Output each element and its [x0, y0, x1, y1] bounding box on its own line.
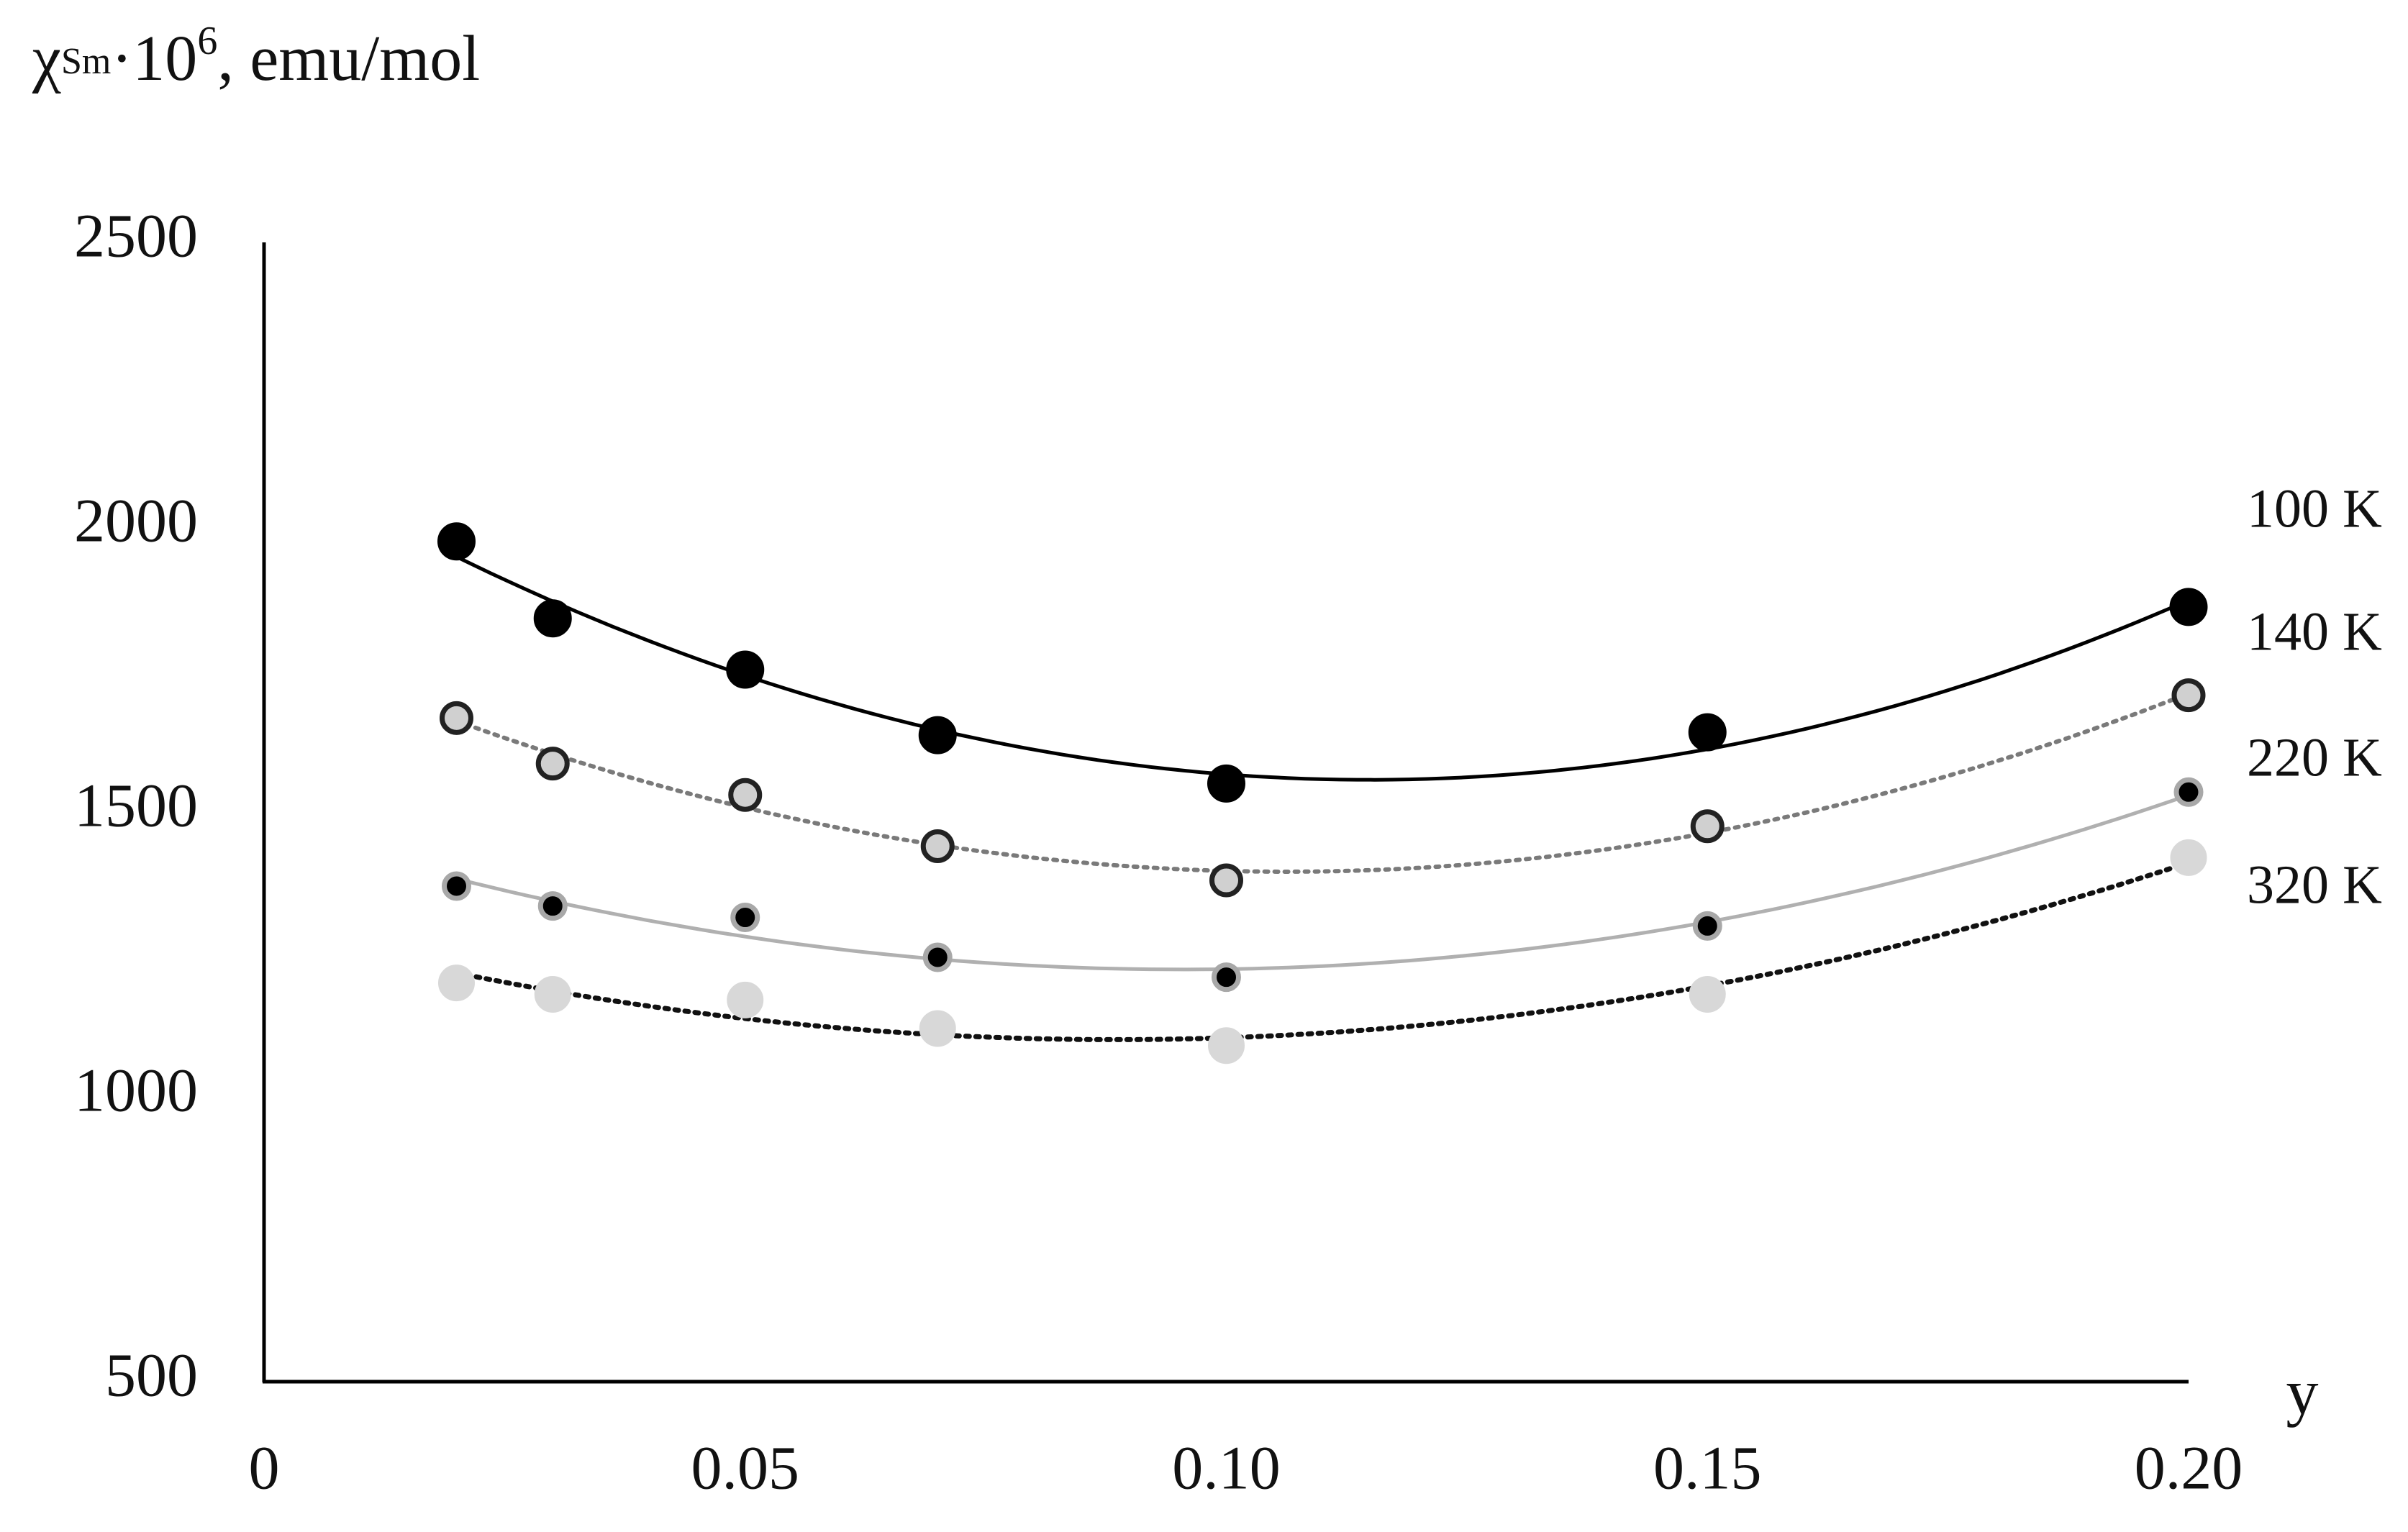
- y-tick-label: 1000: [74, 1056, 198, 1125]
- x-tick-label: 0: [249, 1433, 280, 1503]
- y-tick-label: 1500: [74, 771, 198, 840]
- trendline: [454, 691, 2191, 875]
- y-tick-label: 2000: [74, 486, 198, 555]
- data-point: [438, 965, 475, 1002]
- data-point: [922, 942, 953, 972]
- data-point: [437, 522, 476, 561]
- data-point: [918, 716, 957, 754]
- y-title-part: ·10: [111, 23, 197, 94]
- data-point: [533, 599, 572, 638]
- data-point: [728, 778, 763, 812]
- x-tick-label: 0.10: [1172, 1433, 1281, 1503]
- y-tick-label: 2500: [74, 201, 198, 270]
- data-point: [727, 981, 764, 1018]
- data-point: [440, 701, 473, 735]
- data-point: [2169, 588, 2208, 626]
- data-point: [1207, 764, 1245, 803]
- trendline: [454, 860, 2191, 1042]
- data-point: [2170, 839, 2207, 876]
- y-title-part: Sm: [61, 41, 111, 82]
- trendline: [455, 793, 2191, 972]
- data-point: [534, 975, 571, 1013]
- x-tick-label: 0.20: [2135, 1433, 2243, 1503]
- data-point: [1208, 1027, 1245, 1064]
- series-label: 140 K: [2247, 601, 2382, 662]
- data-point: [920, 829, 955, 864]
- y-title-part: 6: [197, 19, 217, 63]
- series-label: 320 K: [2247, 854, 2382, 915]
- data-point: [1689, 975, 1726, 1013]
- y-tick-label: 500: [105, 1341, 198, 1410]
- data-point: [1209, 863, 1243, 898]
- series-label: 220 K: [2247, 727, 2382, 788]
- data-point: [535, 747, 570, 781]
- data-point: [442, 871, 471, 901]
- data-point: [1692, 911, 1722, 941]
- data-point: [1688, 713, 1727, 752]
- y-title-part: χ: [32, 23, 61, 94]
- series-label: 100 K: [2247, 478, 2382, 539]
- x-axis-title: y: [2286, 1357, 2319, 1428]
- x-tick-label: 0.05: [691, 1433, 800, 1503]
- data-point: [919, 1010, 956, 1047]
- data-point: [730, 903, 760, 933]
- y-axis-title: χSm·106, emu/mol: [32, 19, 480, 94]
- data-point: [726, 650, 765, 689]
- x-tick-label: 0.15: [1653, 1433, 1762, 1503]
- data-point: [2173, 777, 2204, 807]
- data-point: [1690, 809, 1725, 844]
- trendline: [455, 555, 2191, 782]
- y-title-part: , emu/mol: [217, 23, 480, 94]
- data-point: [537, 891, 568, 921]
- data-point: [2171, 678, 2206, 713]
- data-point: [1212, 962, 1241, 993]
